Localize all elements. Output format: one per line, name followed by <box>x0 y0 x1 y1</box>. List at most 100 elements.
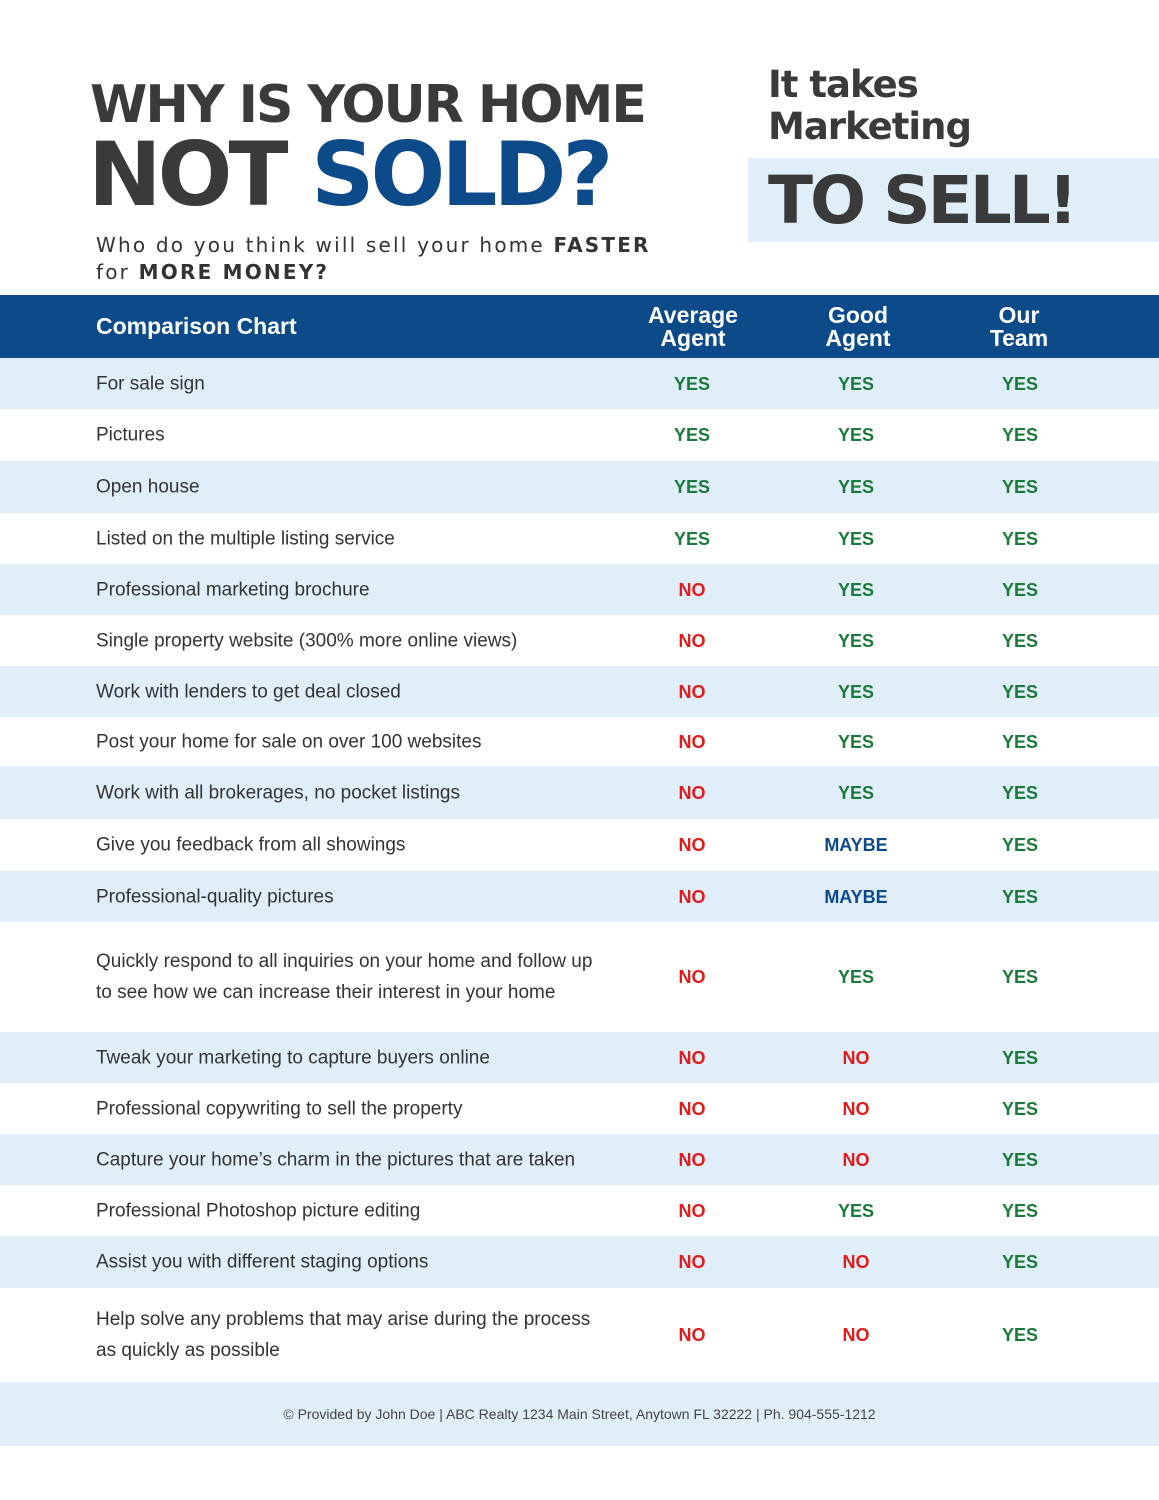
value-our-team: YES <box>1001 835 1039 855</box>
feature-label: Give you feedback from all showings <box>96 834 406 856</box>
value-average-agent: NO <box>678 731 706 752</box>
value-average-agent: YES <box>673 373 711 394</box>
table-row: Quickly respond to all inquiries on your… <box>0 922 1159 1032</box>
value-average-agent: NO <box>678 1200 706 1221</box>
feature-label: Work with lenders to get deal closed <box>96 681 401 702</box>
headline-line-2: NOT SOLD? <box>88 123 613 226</box>
value-average-agent: NO <box>678 1252 706 1272</box>
value-our-team: YES <box>1001 1149 1039 1170</box>
column-header-line-1: Our <box>998 302 1040 328</box>
value-average-agent: NO <box>678 1098 706 1119</box>
table-row: Assist you with different staging option… <box>0 1236 1159 1288</box>
value-good-agent: MAYBE <box>824 886 888 907</box>
value-good-agent: YES <box>837 967 875 987</box>
value-good-agent: YES <box>837 782 875 803</box>
feature-label: Professional-quality pictures <box>96 886 334 907</box>
value-our-team: YES <box>1001 1047 1039 1068</box>
value-average-agent: NO <box>678 630 706 651</box>
table-row: Professional-quality pictures NO MAYBE YES <box>0 871 1159 922</box>
table-row: Give you feedback from all showings NO MAY… <box>0 819 1159 871</box>
feature-label: Professional Photoshop picture editing <box>96 1200 421 1221</box>
feature-label: Post your home for sale on over 100 webs… <box>96 731 482 752</box>
column-header-line-1: Good <box>827 302 889 328</box>
value-our-team: YES <box>1001 1098 1039 1119</box>
value-our-team: YES <box>1001 528 1039 549</box>
table-row: Professional marketing brochure NO YES YES <box>0 564 1159 615</box>
feature-label: Pictures <box>96 424 165 446</box>
comparison-chart-title: Comparison Chart <box>96 313 297 339</box>
feature-label: Assist you with different staging option… <box>96 1251 429 1273</box>
feature-label: Help solve any problems that may arise d… <box>96 1309 591 1361</box>
feature-label: Single property website (300% more onlin… <box>96 630 518 651</box>
value-good-agent: YES <box>837 1200 875 1221</box>
value-good-agent: YES <box>837 630 875 651</box>
value-our-team: YES <box>1001 373 1039 394</box>
table-row: Professional Photoshop picture editing NO… <box>0 1185 1159 1236</box>
column-header-good-agent: Good Agent <box>788 304 928 350</box>
value-good-agent: NO <box>842 1325 870 1345</box>
feature-label: Capture your home’s charm in the picture… <box>96 1149 576 1170</box>
side-intro-line-2: Marketing <box>768 105 972 148</box>
value-our-team: YES <box>1001 579 1039 600</box>
to-sell-text: TO SELL! <box>768 162 1078 239</box>
value-good-agent: YES <box>837 373 875 394</box>
footer-credit: © Provided by John Doe | ABC Realty 1234… <box>0 1382 1159 1446</box>
value-average-agent: NO <box>678 967 706 987</box>
value-our-team: YES <box>1001 425 1039 445</box>
feature-label: Work with all brokerages, no pocket list… <box>96 782 460 803</box>
value-good-agent: YES <box>837 425 875 445</box>
value-good-agent: YES <box>837 477 875 497</box>
feature-label: For sale sign <box>96 373 205 394</box>
feature-label: Professional marketing brochure <box>96 579 370 600</box>
tagline: Who do you think will sell your home FAS… <box>96 232 651 286</box>
value-average-agent: YES <box>673 528 711 549</box>
column-header-line-2: Team <box>989 325 1049 351</box>
table-row: Open house YES YES YES <box>0 461 1159 513</box>
table-row: Professional copywriting to sell the pro… <box>0 1083 1159 1134</box>
comparison-table-header: Comparison Chart Average Agent Good Agent … <box>0 295 1159 358</box>
value-average-agent: YES <box>673 477 711 497</box>
tagline-text-2: for <box>96 260 131 284</box>
value-good-agent: NO <box>842 1149 870 1170</box>
column-header-line-1: Average <box>648 302 738 328</box>
value-our-team: YES <box>1001 886 1039 907</box>
value-average-agent: YES <box>673 425 711 445</box>
value-our-team: YES <box>1001 477 1039 497</box>
tagline-more-money: MORE MONEY? <box>138 260 330 284</box>
value-our-team: YES <box>1001 630 1039 651</box>
feature-label: Quickly respond to all inquiries on your… <box>96 951 593 1003</box>
column-header-average-agent: Average Agent <box>623 304 763 350</box>
value-good-agent: NO <box>842 1252 870 1272</box>
value-average-agent: NO <box>678 782 706 803</box>
value-good-agent: YES <box>837 731 875 752</box>
value-good-agent: YES <box>837 528 875 549</box>
tagline-faster: FASTER <box>553 233 651 257</box>
value-our-team: YES <box>1001 967 1039 987</box>
value-our-team: YES <box>1001 681 1039 702</box>
value-good-agent: NO <box>842 1098 870 1119</box>
table-row: Work with lenders to get deal closed NO YE… <box>0 666 1159 717</box>
to-sell-banner: TO SELL! <box>748 158 1159 242</box>
feature-label: Listed on the multiple listing service <box>96 528 395 549</box>
feature-label: Open house <box>96 476 200 498</box>
column-header-line-2: Agent <box>825 325 891 351</box>
table-row: Capture your home’s charm in the picture… <box>0 1134 1159 1185</box>
value-average-agent: NO <box>678 1149 706 1170</box>
column-header-our-team: Our Team <box>949 304 1089 350</box>
feature-label: Tweak your marketing to capture buyers o… <box>96 1047 490 1068</box>
value-average-agent: NO <box>678 886 706 907</box>
side-intro: It takes Marketing <box>768 64 972 148</box>
table-row: Tweak your marketing to capture buyers o… <box>0 1032 1159 1083</box>
value-our-team: YES <box>1001 1252 1039 1272</box>
value-average-agent: NO <box>678 1047 706 1068</box>
value-average-agent: NO <box>678 579 706 600</box>
headline-sold: SOLD? <box>311 123 613 226</box>
value-our-team: YES <box>1001 1325 1039 1345</box>
column-header-line-2: Agent <box>660 325 726 351</box>
value-our-team: YES <box>1001 731 1039 752</box>
value-good-agent: NO <box>842 1047 870 1068</box>
headline-not: NOT <box>88 123 288 226</box>
value-average-agent: NO <box>678 835 706 855</box>
table-row: For sale sign YES YES YES <box>0 358 1159 409</box>
headline-line-1: WHY IS YOUR HOME <box>90 75 647 135</box>
